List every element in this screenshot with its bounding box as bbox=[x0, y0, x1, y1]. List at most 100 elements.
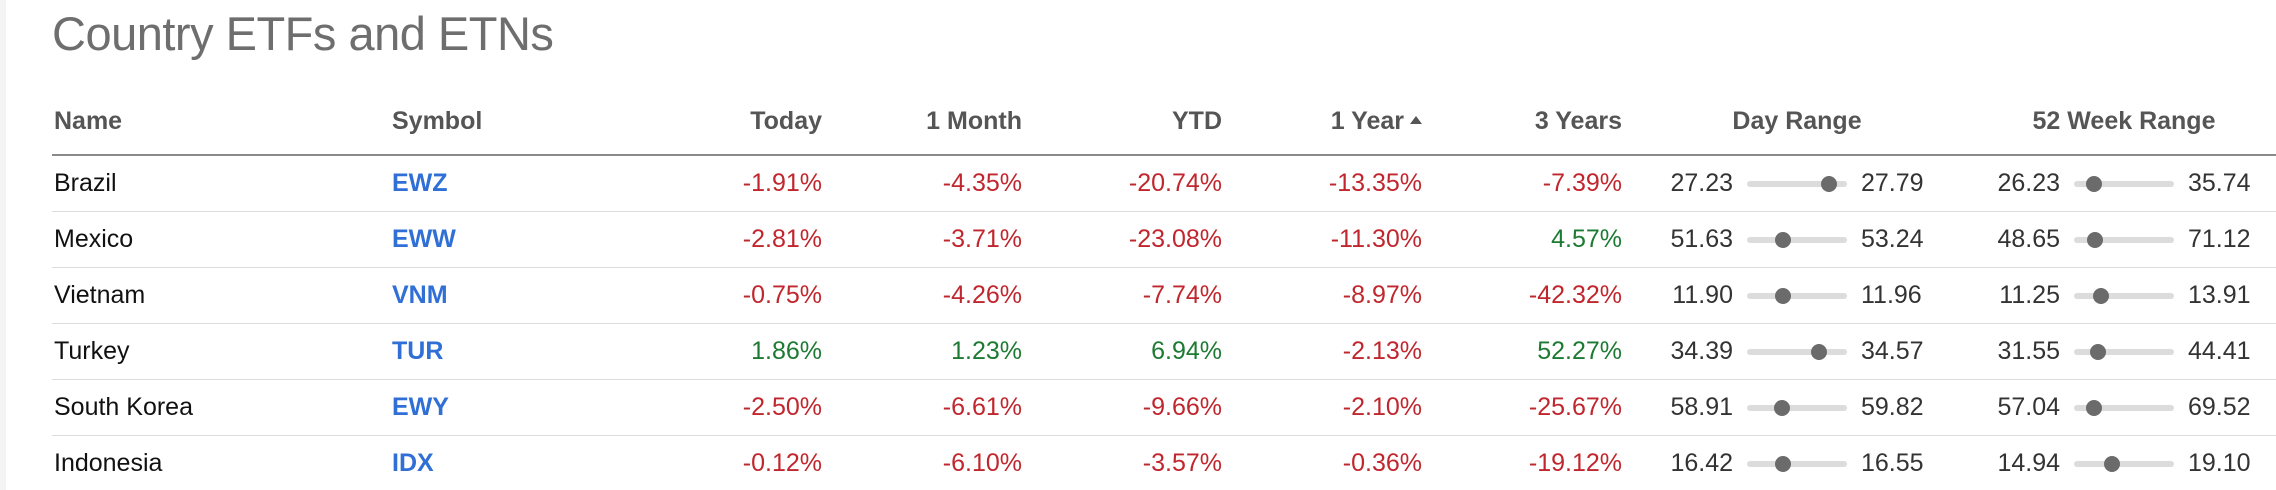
column-header-ytd[interactable]: YTD bbox=[1022, 88, 1222, 156]
day-range-marker bbox=[1774, 399, 1790, 416]
week52-range-indicator: 31.55 44.41 bbox=[1972, 337, 2276, 366]
week52-range-marker bbox=[2090, 343, 2106, 360]
week52-range-track bbox=[2074, 175, 2174, 192]
column-header-3-years[interactable]: 3 Years bbox=[1422, 88, 1622, 156]
ytd-change: -7.74% bbox=[1022, 267, 1222, 324]
week52-range-high: 71.12 bbox=[2188, 225, 2251, 253]
column-header-symbol[interactable]: Symbol bbox=[392, 88, 612, 156]
week52-range-low: 48.65 bbox=[1997, 225, 2060, 253]
week52-range-marker bbox=[2093, 287, 2109, 304]
symbol-link[interactable]: TUR bbox=[392, 323, 612, 380]
3-years-change: -19.12% bbox=[1422, 435, 1622, 490]
day-range-high: 59.82 bbox=[1861, 393, 1924, 421]
country-name: Vietnam bbox=[52, 267, 392, 324]
1-year-change: -2.13% bbox=[1222, 323, 1422, 380]
day-range-marker bbox=[1775, 455, 1791, 472]
3-years-change: 4.57% bbox=[1422, 211, 1622, 268]
1-month-change: -6.61% bbox=[822, 379, 1022, 436]
country-name: South Korea bbox=[52, 379, 392, 436]
week52-range-track bbox=[2074, 455, 2174, 472]
day-range-high: 34.57 bbox=[1861, 337, 1924, 365]
ytd-change: -9.66% bbox=[1022, 379, 1222, 436]
day-range-track bbox=[1747, 455, 1847, 472]
week52-range-marker bbox=[2104, 455, 2120, 472]
1-year-change: -2.10% bbox=[1222, 379, 1422, 436]
week52-range: 14.94 19.10 bbox=[1972, 435, 2276, 490]
sort-ascending-icon bbox=[1410, 115, 1422, 124]
week52-range-high: 69.52 bbox=[2188, 393, 2251, 421]
day-range-track bbox=[1747, 231, 1847, 248]
country-name: Brazil bbox=[52, 155, 392, 212]
week52-range-low: 11.25 bbox=[1999, 281, 2060, 309]
symbol-link[interactable]: EWW bbox=[392, 211, 612, 268]
1-year-change: -13.35% bbox=[1222, 155, 1422, 212]
day-range-high: 27.79 bbox=[1861, 169, 1924, 197]
day-range: 27.23 27.79 bbox=[1622, 155, 1972, 212]
1-month-change: -6.10% bbox=[822, 435, 1022, 490]
week52-range: 11.25 13.91 bbox=[1972, 267, 2276, 324]
1-month-change: 1.23% bbox=[822, 323, 1022, 380]
week52-range-indicator: 57.04 69.52 bbox=[1972, 393, 2276, 422]
week52-range-indicator: 26.23 35.74 bbox=[1972, 169, 2276, 198]
ytd-change: -23.08% bbox=[1022, 211, 1222, 268]
week52-range: 31.55 44.41 bbox=[1972, 323, 2276, 380]
1-month-change: -4.26% bbox=[822, 267, 1022, 324]
table-row[interactable]: Indonesia IDX -0.12% -6.10% -3.57% -0.36% -19.… bbox=[52, 435, 2276, 490]
3-years-change: -25.67% bbox=[1422, 379, 1622, 436]
table-row[interactable]: Brazil EWZ -1.91% -4.35% -20.74% -13.35% -7.39… bbox=[52, 155, 2276, 212]
column-header-1-year-label: 1 Year bbox=[1330, 106, 1404, 135]
table-header-row: Name Symbol Today 1 Month YTD 1 Year 3 Y… bbox=[52, 88, 2276, 156]
day-range-high: 11.96 bbox=[1861, 281, 1922, 309]
1-year-change: -11.30% bbox=[1222, 211, 1422, 268]
day-range-indicator: 27.23 27.79 bbox=[1622, 169, 1972, 198]
table-row[interactable]: Vietnam VNM -0.75% -4.26% -7.74% -8.97% -42.32… bbox=[52, 267, 2276, 324]
table-row[interactable]: South Korea EWY -2.50% -6.61% -9.66% -2.10% -2… bbox=[52, 379, 2276, 436]
week52-range-high: 19.10 bbox=[2188, 449, 2251, 477]
ytd-change: -20.74% bbox=[1022, 155, 1222, 212]
week52-range-marker bbox=[2087, 231, 2103, 248]
week52-range-track bbox=[2074, 231, 2174, 248]
week52-range-high: 44.41 bbox=[2188, 337, 2251, 365]
week52-range-marker bbox=[2086, 175, 2102, 192]
1-month-change: -3.71% bbox=[822, 211, 1022, 268]
3-years-change: -42.32% bbox=[1422, 267, 1622, 324]
page-title: Country ETFs and ETNs bbox=[52, 7, 554, 60]
week52-range-track bbox=[2074, 399, 2174, 416]
week52-range-track bbox=[2074, 343, 2174, 360]
column-header-52-week-range[interactable]: 52 Week Range bbox=[1972, 88, 2276, 156]
day-range-track bbox=[1747, 175, 1847, 192]
day-range: 34.39 34.57 bbox=[1622, 323, 1972, 380]
day-range: 16.42 16.55 bbox=[1622, 435, 1972, 490]
country-name: Indonesia bbox=[52, 435, 392, 490]
symbol-link[interactable]: EWZ bbox=[392, 155, 612, 212]
column-header-1-month[interactable]: 1 Month bbox=[822, 88, 1022, 156]
day-range-indicator: 11.90 11.96 bbox=[1622, 281, 1972, 310]
week52-range: 26.23 35.74 bbox=[1972, 155, 2276, 212]
symbol-link[interactable]: VNM bbox=[392, 267, 612, 324]
today-change: 1.86% bbox=[612, 323, 822, 380]
day-range-track bbox=[1747, 343, 1847, 360]
day-range-track bbox=[1747, 399, 1847, 416]
week52-range-low: 26.23 bbox=[1997, 169, 2060, 197]
day-range: 51.63 53.24 bbox=[1622, 211, 1972, 268]
week52-range-high: 35.74 bbox=[2188, 169, 2251, 197]
column-header-day-range[interactable]: Day Range bbox=[1622, 88, 1972, 156]
symbol-link[interactable]: EWY bbox=[392, 379, 612, 436]
week52-range-low: 14.94 bbox=[1997, 449, 2060, 477]
column-header-name[interactable]: Name bbox=[52, 88, 392, 156]
country-etf-table: Name Symbol Today 1 Month YTD 1 Year 3 Y… bbox=[52, 88, 2276, 490]
3-years-change: -7.39% bbox=[1422, 155, 1622, 212]
column-header-1-year[interactable]: 1 Year bbox=[1222, 88, 1422, 156]
week52-range-low: 57.04 bbox=[1997, 393, 2060, 421]
symbol-link[interactable]: IDX bbox=[392, 435, 612, 490]
day-range-indicator: 34.39 34.57 bbox=[1622, 337, 1972, 366]
week52-range-track bbox=[2074, 287, 2174, 304]
table-row[interactable]: Mexico EWW -2.81% -3.71% -23.08% -11.30% 4.57%… bbox=[52, 211, 2276, 268]
week52-range-marker bbox=[2086, 399, 2102, 416]
table-row[interactable]: Turkey TUR 1.86% 1.23% 6.94% -2.13% 52.27% 34.3… bbox=[52, 323, 2276, 380]
column-header-today[interactable]: Today bbox=[612, 88, 822, 156]
day-range-track bbox=[1747, 287, 1847, 304]
day-range-high: 53.24 bbox=[1861, 225, 1924, 253]
country-name: Turkey bbox=[52, 323, 392, 380]
